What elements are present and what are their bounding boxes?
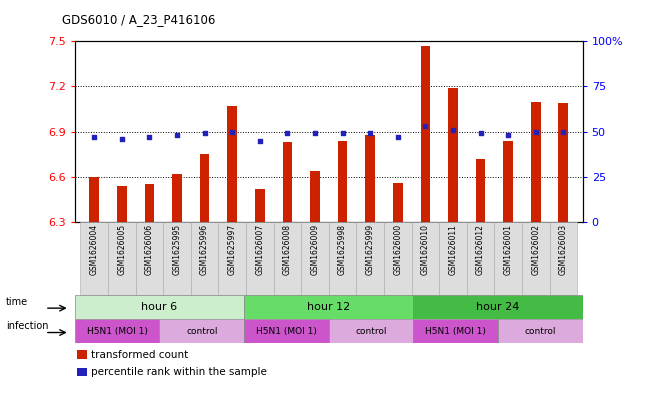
Bar <box>191 222 218 295</box>
Bar <box>329 222 356 295</box>
Point <box>475 130 486 137</box>
Text: GSM1626004: GSM1626004 <box>90 224 99 275</box>
Bar <box>498 319 583 343</box>
Bar <box>77 351 87 359</box>
Bar <box>421 46 430 222</box>
Text: percentile rank within the sample: percentile rank within the sample <box>91 367 267 377</box>
Text: GSM1626000: GSM1626000 <box>393 224 402 275</box>
Text: GSM1626002: GSM1626002 <box>531 224 540 275</box>
Point <box>117 136 127 142</box>
Bar <box>244 319 329 343</box>
Text: GSM1625996: GSM1625996 <box>200 224 209 275</box>
Bar <box>135 222 163 295</box>
Text: GSM1626006: GSM1626006 <box>145 224 154 275</box>
Point <box>144 134 154 140</box>
Text: infection: infection <box>6 321 48 331</box>
Point <box>89 134 100 140</box>
Point <box>282 130 292 137</box>
Bar <box>413 295 583 319</box>
Bar <box>75 319 159 343</box>
Bar <box>159 319 244 343</box>
Text: GDS6010 / A_23_P416106: GDS6010 / A_23_P416106 <box>62 13 215 26</box>
Point <box>255 138 265 144</box>
Point <box>393 134 403 140</box>
Bar <box>163 222 191 295</box>
Bar <box>89 177 99 222</box>
Bar <box>439 222 467 295</box>
Bar <box>476 159 486 222</box>
Text: GSM1626005: GSM1626005 <box>117 224 126 275</box>
Text: GSM1626007: GSM1626007 <box>255 224 264 275</box>
Text: GSM1625997: GSM1625997 <box>228 224 237 275</box>
Text: transformed count: transformed count <box>91 350 188 360</box>
Bar <box>310 171 320 222</box>
Bar <box>283 142 292 222</box>
Bar <box>365 135 375 222</box>
Bar <box>467 222 494 295</box>
Text: GSM1625998: GSM1625998 <box>338 224 347 275</box>
Text: GSM1625999: GSM1625999 <box>366 224 374 275</box>
Bar <box>255 189 264 222</box>
Bar <box>77 368 87 376</box>
Bar <box>559 103 568 222</box>
Text: hour 6: hour 6 <box>141 302 178 312</box>
Point <box>310 130 320 137</box>
Text: H5N1 (MOI 1): H5N1 (MOI 1) <box>256 327 317 336</box>
Bar <box>356 222 384 295</box>
Point <box>531 129 541 135</box>
Bar <box>522 222 549 295</box>
Text: GSM1626003: GSM1626003 <box>559 224 568 275</box>
Bar <box>531 101 540 222</box>
Bar <box>329 319 413 343</box>
Point <box>337 130 348 137</box>
Bar <box>273 222 301 295</box>
Text: GSM1626009: GSM1626009 <box>311 224 320 275</box>
Text: GSM1626010: GSM1626010 <box>421 224 430 275</box>
Point <box>503 132 514 138</box>
Text: control: control <box>355 327 387 336</box>
Bar <box>218 222 246 295</box>
Bar <box>549 222 577 295</box>
Text: control: control <box>525 327 556 336</box>
Text: GSM1626012: GSM1626012 <box>476 224 485 275</box>
Bar <box>80 222 108 295</box>
Bar <box>227 106 237 222</box>
Text: control: control <box>186 327 217 336</box>
Point <box>365 130 376 137</box>
Bar <box>301 222 329 295</box>
Bar <box>393 183 402 222</box>
Point <box>172 132 182 138</box>
Bar <box>145 184 154 222</box>
Bar <box>200 154 210 222</box>
Text: H5N1 (MOI 1): H5N1 (MOI 1) <box>425 327 486 336</box>
Bar <box>117 186 126 222</box>
Bar <box>172 174 182 222</box>
Text: GSM1626011: GSM1626011 <box>449 224 458 275</box>
Text: GSM1625995: GSM1625995 <box>173 224 182 275</box>
Bar <box>246 222 273 295</box>
Bar <box>244 295 413 319</box>
Bar <box>494 222 522 295</box>
Text: GSM1626001: GSM1626001 <box>504 224 512 275</box>
Text: GSM1626008: GSM1626008 <box>283 224 292 275</box>
Point <box>448 127 458 133</box>
Bar <box>448 88 458 222</box>
Text: hour 12: hour 12 <box>307 302 350 312</box>
Bar <box>503 141 513 222</box>
Text: H5N1 (MOI 1): H5N1 (MOI 1) <box>87 327 148 336</box>
Bar <box>108 222 135 295</box>
Bar <box>384 222 411 295</box>
Bar <box>338 141 348 222</box>
Point <box>199 130 210 137</box>
Bar <box>411 222 439 295</box>
Point <box>227 129 238 135</box>
Text: time: time <box>6 297 28 307</box>
Point <box>558 129 568 135</box>
Bar <box>75 295 244 319</box>
Point <box>420 123 430 129</box>
Text: hour 24: hour 24 <box>477 302 519 312</box>
Bar <box>413 319 498 343</box>
